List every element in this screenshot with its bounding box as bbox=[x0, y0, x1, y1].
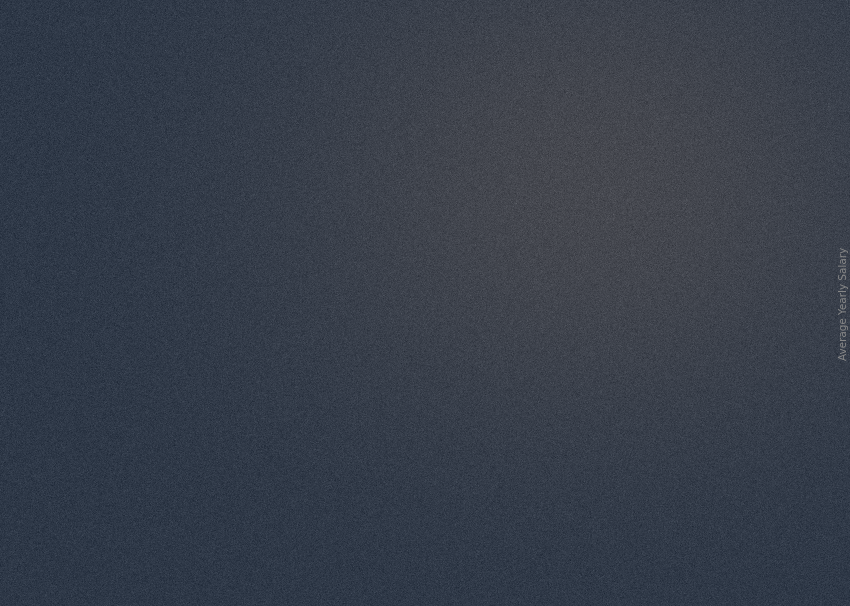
Text: salary: salary bbox=[587, 81, 638, 96]
Bar bbox=[667, 68, 744, 75]
Polygon shape bbox=[301, 361, 324, 532]
Bar bbox=[667, 115, 744, 121]
Text: 68,600 USD: 68,600 USD bbox=[173, 338, 277, 353]
Bar bbox=[667, 92, 744, 98]
Polygon shape bbox=[472, 234, 620, 243]
Polygon shape bbox=[175, 361, 324, 370]
Bar bbox=[667, 57, 744, 63]
Text: Civil Site Engineer: Civil Site Engineer bbox=[129, 115, 280, 133]
Polygon shape bbox=[597, 234, 620, 532]
Bar bbox=[667, 104, 744, 110]
Polygon shape bbox=[472, 243, 484, 532]
Bar bbox=[667, 63, 744, 68]
Text: Average Yearly Salary: Average Yearly Salary bbox=[839, 247, 849, 359]
Text: 122,000 USD: 122,000 USD bbox=[513, 211, 629, 227]
Polygon shape bbox=[175, 370, 301, 532]
Text: explorer.com: explorer.com bbox=[629, 81, 736, 96]
Text: Bachelor's Degree: Bachelor's Degree bbox=[167, 548, 332, 564]
Text: Texas: Texas bbox=[129, 141, 186, 158]
Bar bbox=[667, 110, 744, 115]
Polygon shape bbox=[472, 243, 597, 532]
Text: +77%: +77% bbox=[357, 207, 428, 227]
Bar bbox=[667, 81, 744, 86]
Bar bbox=[667, 45, 697, 86]
Polygon shape bbox=[175, 370, 187, 532]
Bar bbox=[667, 98, 744, 104]
Bar bbox=[667, 45, 744, 52]
Bar bbox=[667, 75, 744, 81]
Text: Master's Degree: Master's Degree bbox=[472, 548, 620, 564]
Bar bbox=[667, 52, 744, 57]
Text: Salary Comparison By Education: Salary Comparison By Education bbox=[129, 86, 588, 110]
Bar bbox=[667, 86, 744, 92]
